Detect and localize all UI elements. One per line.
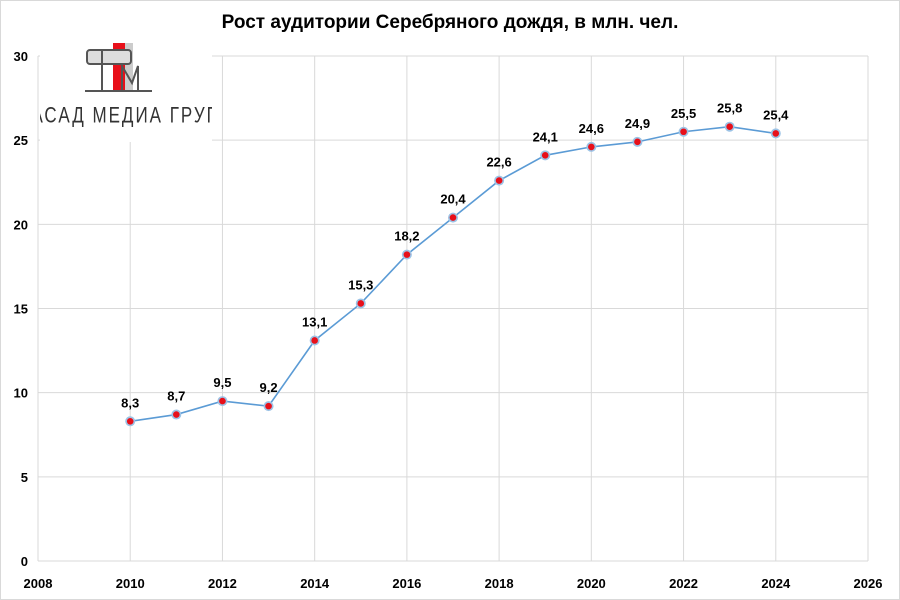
x-tick-label: 2014	[300, 576, 330, 591]
data-label: 25,4	[763, 107, 789, 122]
data-point	[403, 251, 411, 258]
x-tick-label: 2022	[669, 576, 698, 591]
data-label: 20,4	[440, 192, 466, 207]
x-tick-label: 2018	[485, 576, 514, 591]
data-label: 24,6	[579, 121, 604, 136]
x-tick-label: 2012	[208, 576, 237, 591]
x-tick-label: 2010	[116, 576, 145, 591]
x-tick-label: 2024	[761, 576, 791, 591]
data-label: 22,6	[486, 155, 511, 170]
data-point	[219, 397, 226, 405]
data-point	[173, 411, 180, 418]
y-tick-label: 0	[21, 554, 28, 569]
y-tick-label: 10	[14, 386, 28, 401]
y-tick-label: 30	[14, 49, 28, 64]
data-label: 9,5	[213, 375, 231, 390]
data-point	[680, 128, 687, 136]
data-point	[495, 177, 503, 184]
data-label: 9,2	[260, 380, 278, 395]
data-point	[634, 138, 641, 146]
y-tick-label: 20	[14, 217, 28, 232]
y-tick-label: 15	[14, 302, 28, 317]
data-point	[449, 214, 457, 221]
data-point	[265, 402, 272, 410]
data-point	[126, 417, 134, 425]
data-label: 15,3	[348, 277, 373, 292]
data-label: 8,7	[167, 389, 185, 404]
chart-title: Рост аудитории Серебряного дождя, в млн.…	[221, 12, 679, 33]
data-label: 8,3	[121, 395, 139, 410]
data-point	[726, 123, 733, 130]
y-tick-label: 5	[21, 470, 28, 485]
x-tick-label: 2026	[854, 576, 883, 591]
data-label: 24,1	[533, 129, 558, 144]
logo-text: ФАСАД МЕДИА ГРУПП	[40, 103, 212, 128]
data-point	[311, 337, 318, 344]
data-point	[357, 300, 365, 307]
data-point	[541, 152, 549, 159]
logo-mark-icon: ФАСАД МЕДИА ГРУПП	[40, 43, 212, 128]
logo: ФАСАД МЕДИА ГРУПП	[40, 38, 212, 142]
data-label: 25,5	[671, 106, 696, 121]
x-tick-label: 2008	[24, 576, 53, 591]
y-tick-label: 25	[14, 133, 28, 148]
data-point	[772, 130, 780, 137]
data-label: 18,2	[394, 229, 419, 244]
x-tick-label: 2020	[577, 576, 606, 591]
data-label: 13,1	[302, 314, 327, 329]
data-point	[588, 143, 595, 151]
data-label: 25,8	[717, 101, 742, 116]
x-tick-label: 2016	[392, 576, 421, 591]
data-label: 24,9	[625, 116, 650, 131]
